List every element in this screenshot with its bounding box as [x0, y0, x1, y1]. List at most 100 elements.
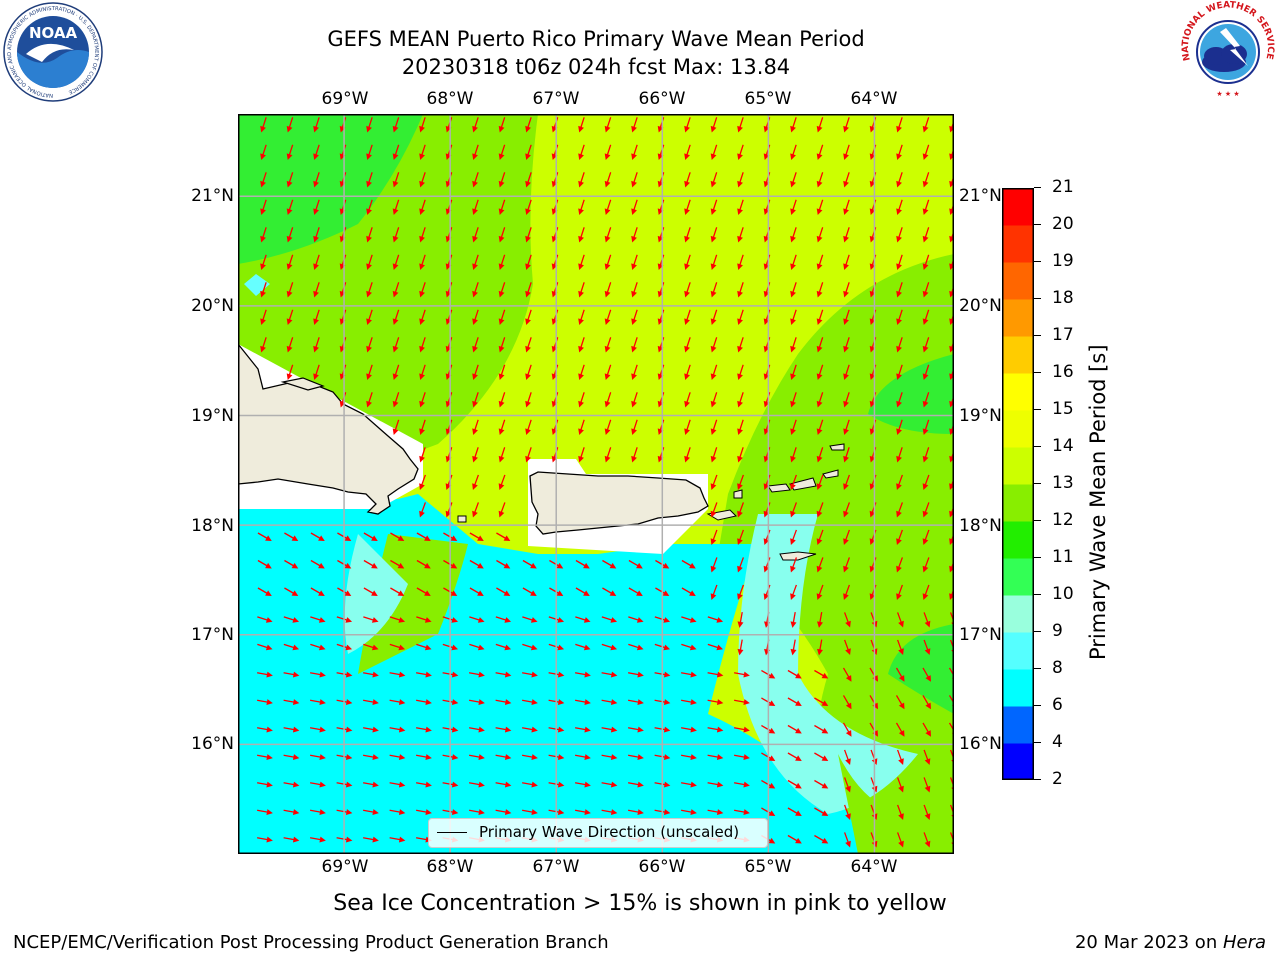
colorbar-tick-mark: [1034, 631, 1041, 633]
nws-logo: NATIONAL WEATHER SERVICE ★ ★ ★: [1181, 0, 1275, 99]
colorbar-cell: [1002, 743, 1034, 780]
bottom-lon-label-65w: 65°W: [744, 857, 792, 877]
colorbar-tick-label: 19: [1052, 251, 1074, 271]
st-thomas-island: [767, 483, 791, 493]
colorbar-tick-mark: [1034, 298, 1041, 300]
left-lat-label-17n: 17°N: [191, 625, 234, 645]
colorbar-tick-mark: [1034, 261, 1041, 263]
colorbar-tick-label: 12: [1052, 510, 1074, 530]
left-lat-label-20n: 20°N: [191, 296, 234, 316]
colorbar-cell: [1002, 262, 1034, 300]
puerto-rico-land: [529, 471, 709, 535]
right-lat-label-19n: 19°N: [959, 406, 1002, 426]
colorbar-cell: [1002, 410, 1034, 448]
colorbar-tick-mark: [1034, 187, 1041, 189]
wave-period-map: [238, 114, 954, 854]
colorbar-cell: [1002, 299, 1034, 337]
colorbar-cell: [1002, 188, 1034, 226]
colorbar-tick-mark: [1034, 483, 1041, 485]
bottom-lon-label-68w: 68°W: [426, 857, 474, 877]
colorbar-cell: [1002, 373, 1034, 411]
culebra-island: [733, 489, 743, 499]
virgin-gorda-island: [822, 469, 839, 479]
bottom-lon-label-67w: 67°W: [532, 857, 580, 877]
footer-date: 20 Mar 2023 on Hera: [1075, 932, 1266, 953]
map-legend: Primary Wave Direction (unscaled): [428, 818, 768, 848]
colorbar-tick-label: 18: [1052, 288, 1074, 308]
colorbar-cell: [1002, 706, 1034, 744]
right-lat-label-17n: 17°N: [959, 625, 1002, 645]
colorbar-tick-mark: [1034, 742, 1041, 744]
colorbar-cell: [1002, 336, 1034, 374]
tortuga-island: [280, 377, 325, 391]
period-8-9-spot: [244, 274, 270, 296]
bottom-lon-label-64w: 64°W: [850, 857, 898, 877]
colorbar-cell: [1002, 447, 1034, 485]
map-subtitle: 20230318 t06z 024h fcst Max: 13.84: [401, 55, 791, 79]
colorbar-tick-mark: [1034, 520, 1041, 522]
colorbar-tick-mark: [1034, 372, 1041, 374]
colorbar-tick-label: 2: [1052, 769, 1063, 789]
colorbar-tick-label: 9: [1052, 621, 1063, 641]
lat-lon-grid: [238, 114, 954, 854]
colorbar-tick-label: 15: [1052, 399, 1074, 419]
colorbar-tick-label: 20: [1052, 214, 1074, 234]
mona-island: [457, 515, 467, 523]
colorbar-cell: [1002, 669, 1034, 707]
colorbar-tick-label: 10: [1052, 584, 1074, 604]
colorbar-tick-mark: [1034, 668, 1041, 670]
colorbar: [1002, 188, 1034, 780]
sea-ice-note: Sea Ice Concentration > 15% is shown in …: [333, 891, 947, 916]
colorbar-tick-label: 21: [1052, 177, 1074, 197]
colorbar-tick-mark: [1034, 409, 1041, 411]
colorbar-label: Primary Wave Mean Period [s]: [1086, 344, 1110, 660]
colorbar-tick-label: 14: [1052, 436, 1074, 456]
hispaniola-land: [238, 342, 419, 515]
colorbar-tick-label: 13: [1052, 473, 1074, 493]
colorbar-cell: [1002, 595, 1034, 633]
right-lat-label-21n: 21°N: [959, 186, 1002, 206]
colorbar-tick-label: 16: [1052, 362, 1074, 382]
right-lat-label-16n: 16°N: [959, 734, 1002, 754]
colorbar-tick-mark: [1034, 446, 1041, 448]
bottom-lon-label-66w: 66°W: [638, 857, 686, 877]
colorbar-cell: [1002, 521, 1034, 559]
colorbar-cell: [1002, 484, 1034, 522]
map-title: GEFS MEAN Puerto Rico Primary Wave Mean …: [327, 27, 865, 51]
footer-branch: NCEP/EMC/Verification Post Processing Pr…: [13, 932, 609, 953]
colorbar-cell: [1002, 558, 1034, 596]
left-lat-label-16n: 16°N: [191, 734, 234, 754]
left-lat-label-18n: 18°N: [191, 516, 234, 536]
footer-date-text: 20 Mar 2023 on: [1074, 932, 1223, 953]
top-lon-label-66w: 66°W: [638, 89, 686, 109]
period-11-12-region-southeast: [888, 624, 954, 714]
colorbar-tick-label: 11: [1052, 547, 1074, 567]
colorbar-tick-mark: [1034, 594, 1041, 596]
nws-star-icon: ★ ★ ★: [1216, 90, 1239, 98]
top-lon-label-69w: 69°W: [321, 89, 369, 109]
colorbar-tick-mark: [1034, 557, 1041, 559]
top-lon-label-64w: 64°W: [850, 89, 898, 109]
noaa-logo: NOAA NATIONAL OCEANIC AND ATMOSPHERIC AD…: [3, 2, 103, 102]
bottom-lon-label-69w: 69°W: [321, 857, 369, 877]
colorbar-cell: [1002, 632, 1034, 670]
top-lon-label-67w: 67°W: [532, 89, 580, 109]
colorbar-cell: [1002, 225, 1034, 263]
footer-host: Hera: [1222, 932, 1266, 953]
anegada-island: [829, 443, 845, 451]
colorbar-tick-label: 17: [1052, 325, 1074, 345]
period-11-12-region-northwest: [238, 114, 423, 264]
right-lat-label-18n: 18°N: [959, 516, 1002, 536]
map-frame: [238, 114, 954, 854]
colorbar-tick-label: 6: [1052, 695, 1063, 715]
left-lat-label-21n: 21°N: [191, 186, 234, 206]
left-lat-label-19n: 19°N: [191, 406, 234, 426]
top-lon-label-68w: 68°W: [426, 89, 474, 109]
legend-label: Primary Wave Direction (unscaled): [479, 823, 740, 841]
noaa-logo-text: NOAA: [29, 24, 78, 42]
colorbar-tick-label: 4: [1052, 732, 1063, 752]
right-lat-label-20n: 20°N: [959, 296, 1002, 316]
top-lon-label-65w: 65°W: [744, 89, 792, 109]
legend-line-sample: [437, 832, 467, 833]
colorbar-tick-mark: [1034, 779, 1041, 781]
